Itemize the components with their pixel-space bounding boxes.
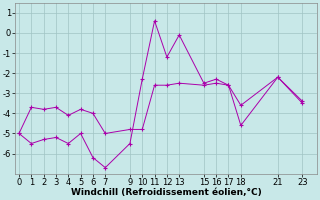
X-axis label: Windchill (Refroidissement éolien,°C): Windchill (Refroidissement éolien,°C)	[71, 188, 262, 197]
